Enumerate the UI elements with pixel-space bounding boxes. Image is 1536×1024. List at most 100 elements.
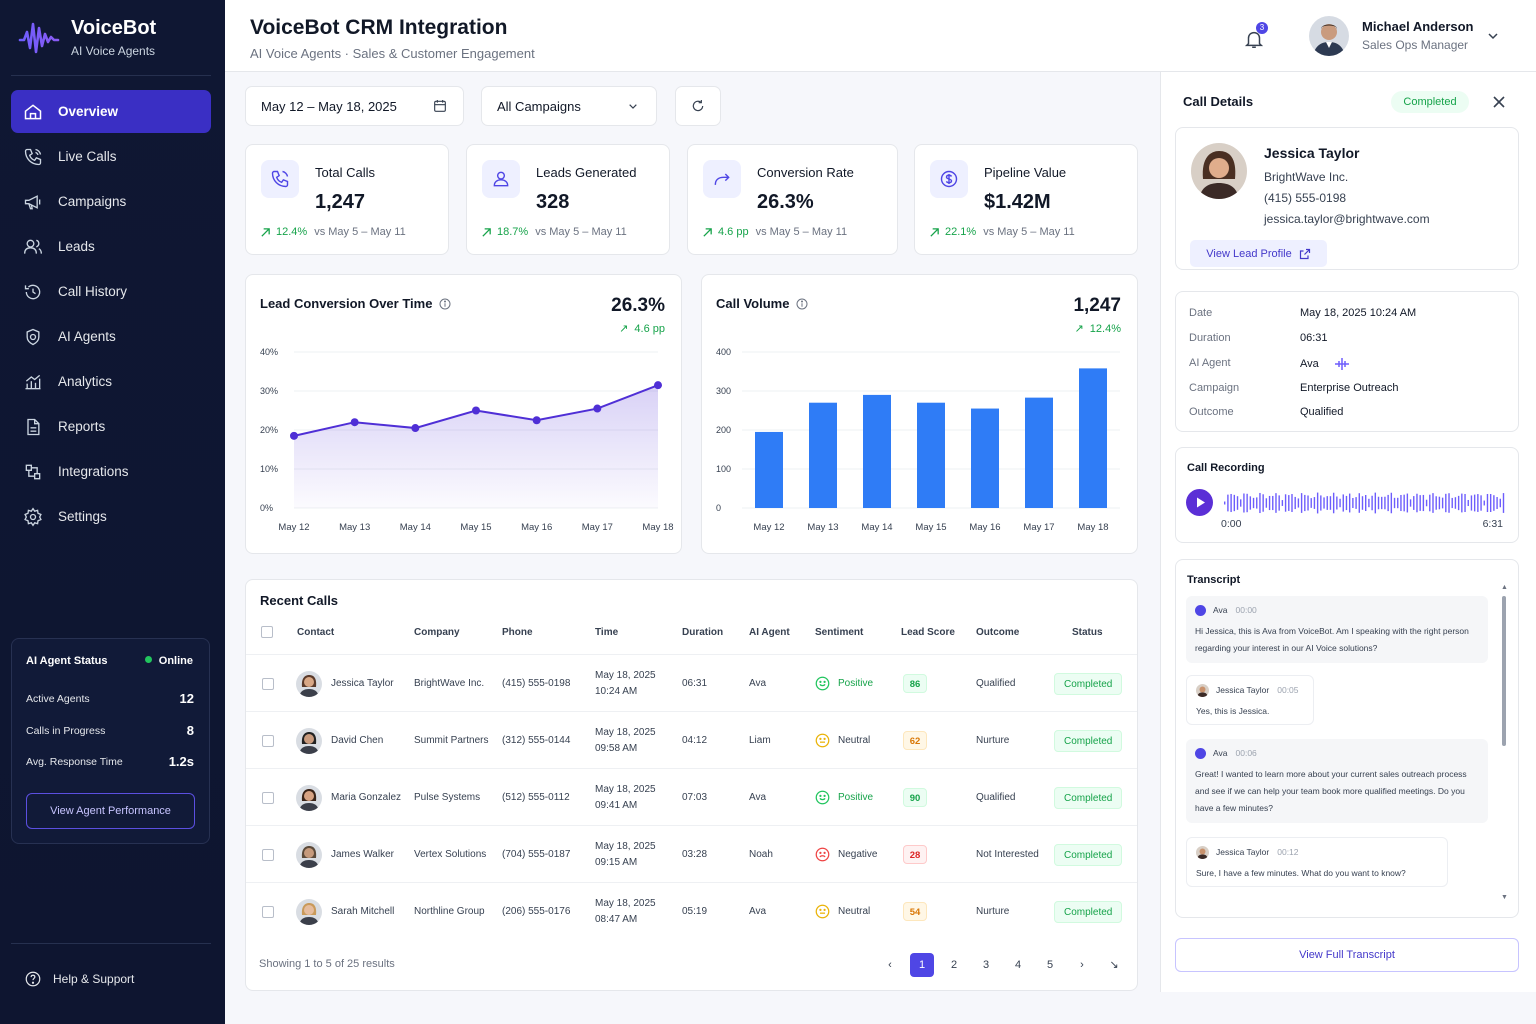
chart-title: Call Volume — [716, 296, 808, 311]
page-5-button[interactable]: 5 — [1046, 959, 1054, 971]
online-label: Online — [158, 655, 193, 667]
x-tick-label: May 17 — [582, 522, 613, 533]
data-point[interactable] — [290, 431, 298, 440]
data-point[interactable] — [411, 424, 420, 433]
page-4-button[interactable]: 4 — [1014, 959, 1022, 971]
waveform-bar — [1486, 493, 1489, 513]
row-checkbox[interactable] — [262, 769, 274, 826]
table-footer-summary: Showing 1 to 5 of 25 results — [259, 958, 395, 970]
page-3-button[interactable]: 3 — [982, 959, 990, 971]
sidebar-item-label: Settings — [58, 509, 107, 524]
sidebar-item-reports[interactable]: Reports — [11, 405, 211, 448]
row-checkbox[interactable] — [262, 712, 274, 769]
audio-waveform[interactable] — [1224, 491, 1506, 515]
table-row[interactable]: James Walker Vertex Solutions (704) 555-… — [246, 825, 1137, 882]
bell-icon[interactable] — [1243, 28, 1265, 50]
view-lead-profile-button[interactable]: View Lead Profile — [1190, 240, 1327, 267]
y-tick-label: 0 — [716, 503, 721, 513]
data-point[interactable] — [593, 404, 602, 413]
message-time: 00:12 — [1277, 847, 1299, 857]
bar[interactable] — [809, 402, 837, 508]
sidebar-item-overview[interactable]: Overview — [11, 90, 211, 133]
recording-title: Call Recording — [1187, 462, 1265, 474]
col-contact[interactable]: Contact — [297, 627, 335, 638]
bar[interactable] — [917, 402, 945, 508]
stat-value: 1.2s — [168, 754, 194, 769]
col-time[interactable]: Time — [595, 627, 619, 638]
info-icon[interactable] — [439, 298, 451, 310]
waveform-bar — [1352, 497, 1354, 509]
sentiment-label: Negative — [838, 849, 878, 860]
scroll-down-icon[interactable]: ▼ — [1501, 894, 1508, 901]
campaign-select[interactable]: All Campaigns — [481, 86, 657, 126]
transcript-scrollbar[interactable] — [1502, 596, 1506, 746]
col-phone[interactable]: Phone — [502, 627, 533, 638]
date-range-picker[interactable]: May 12 – May 18, 2025 — [245, 86, 464, 126]
refresh-button[interactable] — [675, 86, 721, 126]
next-page-button[interactable]: › — [1080, 959, 1084, 971]
contact-avatar — [296, 727, 322, 754]
data-point[interactable] — [532, 416, 541, 425]
speaker: Ava — [1213, 605, 1228, 615]
select-all-checkbox[interactable] — [261, 626, 273, 638]
row-checkbox[interactable] — [262, 883, 274, 940]
help-support-link[interactable]: Help & Support — [24, 970, 134, 988]
table-row[interactable]: Maria Gonzalez Pulse Systems (512) 555-0… — [246, 768, 1137, 825]
bar[interactable] — [1079, 368, 1107, 508]
sidebar-item-ai-agents[interactable]: AI Agents — [11, 315, 211, 358]
data-point[interactable] — [654, 381, 662, 390]
transcript-message: Jessica Taylor 00:12 Sure, I have a few m… — [1186, 837, 1448, 887]
sidebar-item-integrations[interactable]: Integrations — [11, 450, 211, 493]
table-row[interactable]: Jessica Taylor BrightWave Inc. (415) 555… — [246, 654, 1137, 711]
col-status[interactable]: Status — [1072, 627, 1103, 638]
col-outcome[interactable]: Outcome — [976, 627, 1020, 638]
bar[interactable] — [1025, 397, 1053, 508]
lead-email: jessica.taylor@brightwave.com — [1264, 212, 1430, 226]
col-ai-agent[interactable]: AI Agent — [749, 627, 790, 638]
sidebar: VoiceBot AI Voice Agents Overview Live C… — [0, 0, 225, 1024]
sidebar-item-campaigns[interactable]: Campaigns — [11, 180, 211, 223]
data-point[interactable] — [350, 418, 359, 427]
page-1-button[interactable]: 1 — [910, 953, 934, 977]
last-page-button[interactable]: ↘ — [1109, 959, 1119, 971]
field-label: Duration — [1189, 332, 1231, 344]
bar[interactable] — [755, 431, 783, 508]
row-checkbox[interactable] — [262, 655, 274, 712]
col-company[interactable]: Company — [414, 627, 460, 638]
sidebar-item-settings[interactable]: Settings — [11, 495, 211, 538]
data-point[interactable] — [472, 406, 480, 415]
bar[interactable] — [863, 394, 891, 508]
page-2-button[interactable]: 2 — [950, 959, 958, 971]
col-sentiment[interactable]: Sentiment — [815, 627, 864, 638]
lead-mini-avatar — [1196, 684, 1209, 697]
prev-page-button[interactable]: ‹ — [888, 959, 892, 971]
close-icon[interactable] — [1491, 94, 1507, 110]
sidebar-item-live-calls[interactable]: Live Calls — [11, 135, 211, 178]
waveform-bar — [1381, 496, 1383, 510]
chevron-down-icon[interactable] — [1487, 30, 1499, 42]
user-avatar[interactable] — [1309, 16, 1349, 56]
analytics-icon — [25, 374, 41, 389]
sidebar-item-leads[interactable]: Leads — [11, 225, 211, 268]
kpi-compare: vs May 5 – May 11 — [314, 226, 406, 238]
scroll-up-icon[interactable]: ▲ — [1501, 584, 1508, 591]
contact-name: Sarah Mitchell — [331, 906, 395, 917]
bar[interactable] — [971, 408, 999, 508]
play-button[interactable] — [1186, 489, 1213, 516]
sidebar-item-analytics[interactable]: Analytics — [11, 360, 211, 403]
brand[interactable]: VoiceBot AI Voice Agents — [18, 14, 218, 64]
row-checkbox[interactable] — [262, 826, 274, 883]
view-full-transcript-button[interactable]: View Full Transcript — [1175, 938, 1519, 972]
sidebar-item-call-history[interactable]: Call History — [11, 270, 211, 313]
waveform-bar — [1240, 499, 1242, 507]
users-icon — [24, 239, 42, 254]
person-avatar-icon — [1191, 143, 1247, 199]
view-agent-performance-button[interactable]: View Agent Performance — [26, 793, 195, 829]
col-duration[interactable]: Duration — [682, 627, 724, 638]
col-lead-score[interactable]: Lead Score — [901, 627, 955, 638]
table-row[interactable]: Sarah Mitchell Northline Group (206) 555… — [246, 882, 1137, 939]
info-icon[interactable] — [796, 298, 808, 310]
waveform-bar — [1307, 495, 1309, 511]
status-cell: Completed — [1054, 826, 1123, 883]
table-row[interactable]: David Chen Summit Partners (312) 555-014… — [246, 711, 1137, 768]
